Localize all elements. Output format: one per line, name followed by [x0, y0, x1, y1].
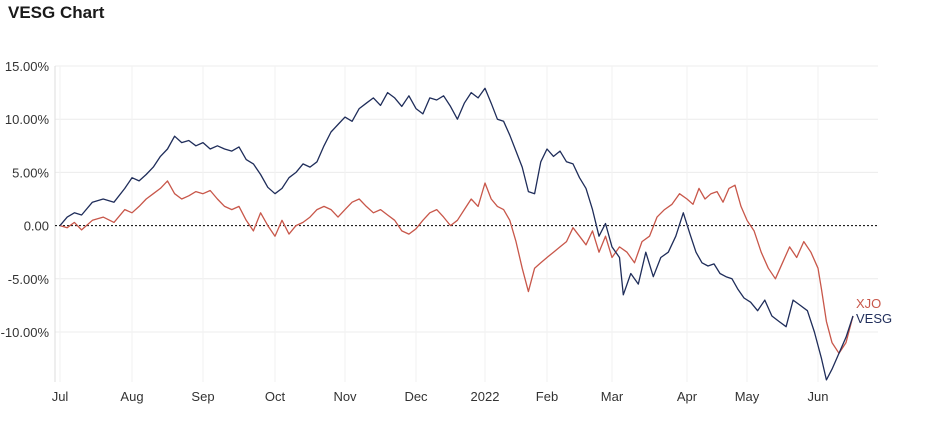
- y-tick-label: 0.00: [24, 219, 49, 234]
- x-tick-label: Aug: [120, 389, 143, 404]
- x-tick-label: Jun: [808, 389, 829, 404]
- y-tick-label: 15.00%: [5, 59, 50, 74]
- x-tick-label: Mar: [601, 389, 624, 404]
- x-tick-label: Jul: [52, 389, 69, 404]
- line-label-xjo: XJO: [856, 296, 881, 311]
- x-tick-label: Sep: [191, 389, 214, 404]
- y-axis-tick-labels: 15.00% 10.00% 5.00% 0.00 -5.00% -10.00%: [1, 59, 50, 340]
- line-label-vesg: VESG: [856, 311, 892, 326]
- x-tick-label: 2022: [471, 389, 500, 404]
- x-tick-label: Nov: [333, 389, 357, 404]
- chart-title: VESG Chart: [8, 3, 105, 22]
- series-line-xjo: [59, 180, 854, 354]
- x-tick-label: Dec: [404, 389, 428, 404]
- series-line-vesg: [59, 87, 854, 381]
- x-tick-label: Feb: [536, 389, 558, 404]
- series-lines: [59, 87, 854, 381]
- y-tick-label: -10.00%: [1, 325, 50, 340]
- x-tick-label: Oct: [265, 389, 286, 404]
- x-tick-label: Apr: [677, 389, 698, 404]
- x-axis-tick-labels: Jul Aug Sep Oct Nov Dec 2022 Feb Mar Apr May Jun: [52, 389, 829, 404]
- y-tick-label: -5.00%: [8, 272, 50, 287]
- grid-lines: [54, 65, 878, 382]
- x-tick-label: May: [735, 389, 760, 404]
- y-tick-label: 10.00%: [5, 112, 50, 127]
- y-tick-label: 5.00%: [12, 165, 49, 180]
